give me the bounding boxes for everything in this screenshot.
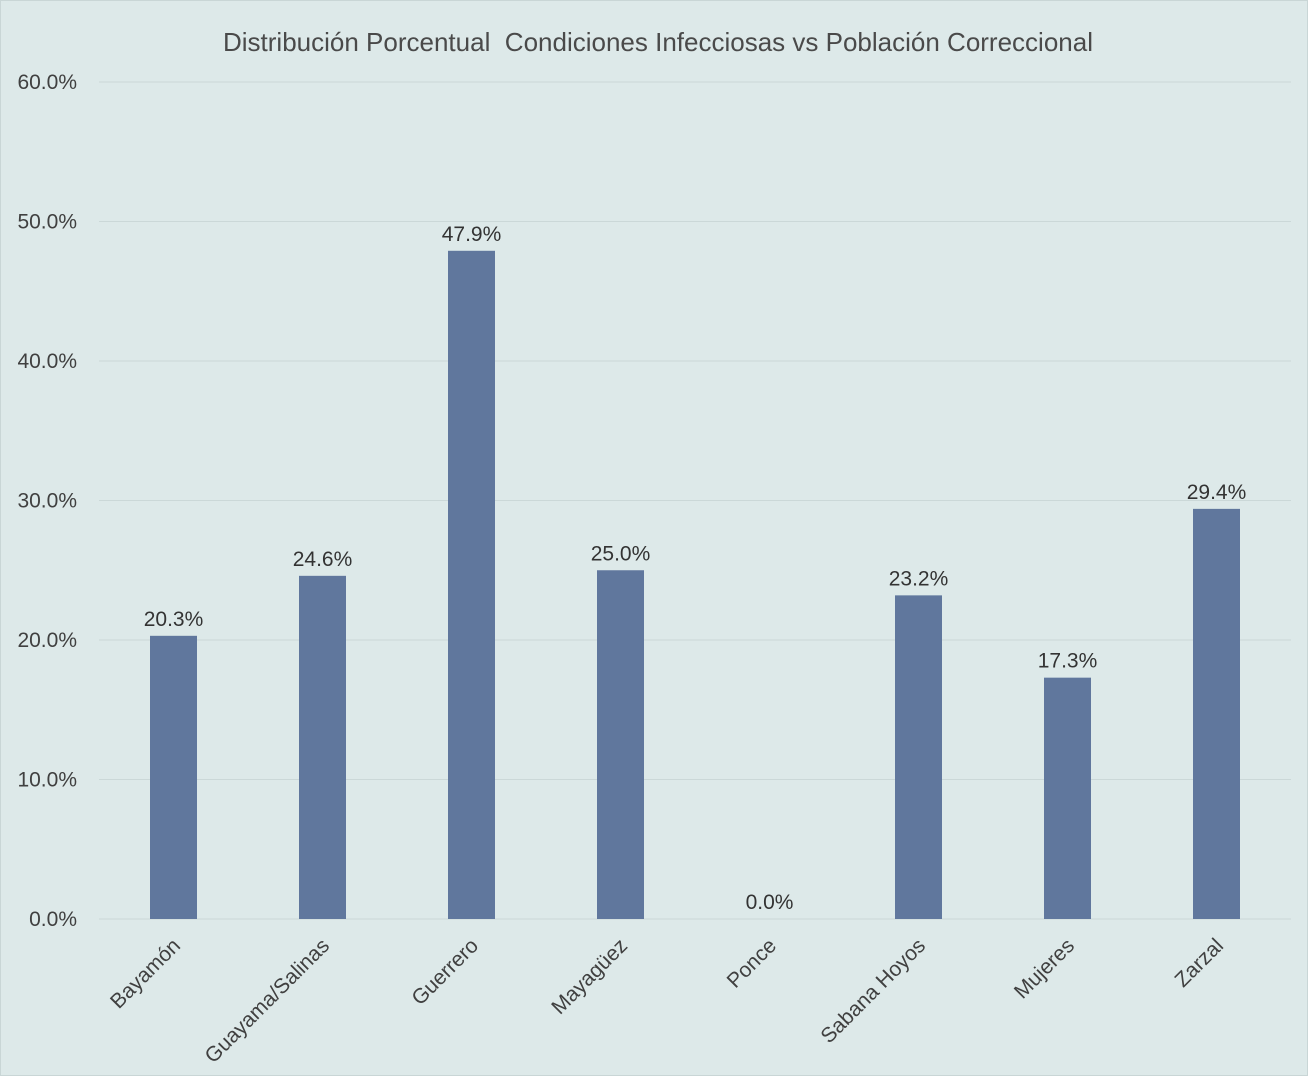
y-tick-label: 30.0% [17,490,77,513]
x-tick-label: Bayamón [106,934,185,1013]
data-label: 47.9% [442,223,502,246]
data-label: 29.4% [1187,481,1247,504]
data-label: 25.0% [591,542,651,565]
y-tick-label: 60.0% [17,71,77,94]
x-axis-tick-labels: Bayamón Guayama/Salinas Guerrero Mayagüez Po… [106,934,1228,1067]
x-tick-label: Guayama/Salinas [201,934,334,1067]
x-tick-label: Mujeres [1010,934,1079,1003]
y-tick-label: 40.0% [17,350,77,373]
y-tick-label: 0.0% [29,908,77,931]
chart-title: Distribución Porcentual Condiciones Infe… [223,27,1093,57]
gridlines [99,81,1291,920]
bar [299,575,346,919]
data-label: 0.0% [746,891,794,914]
data-label: 24.6% [293,548,353,571]
y-tick-label: 50.0% [17,211,77,234]
data-label: 17.3% [1038,650,1098,673]
x-tick-label: Guerrero [407,934,483,1010]
y-axis-tick-labels: 0.0% 10.0% 20.0% 30.0% 40.0% 50.0% 60.0% [17,71,77,931]
x-tick-label: Ponce [723,934,781,992]
bar [1044,677,1091,919]
bar [597,570,644,919]
data-label: 20.3% [144,608,204,631]
x-tick-label: Mayagüez [547,934,632,1019]
x-tick-label: Sabana Hoyos [816,934,930,1048]
y-tick-label: 20.0% [17,629,77,652]
bar [150,635,197,919]
data-labels: 20.3% 24.6% 47.9% 25.0% 0.0% 23.2% 17.3% 29.4% [144,223,1247,914]
y-tick-label: 10.0% [17,769,77,792]
x-tick-label: Zarzal [1171,934,1229,992]
bar [1193,508,1240,919]
data-label: 23.2% [889,567,949,590]
bar [448,250,495,920]
bars [150,250,1240,920]
bar [895,595,942,919]
